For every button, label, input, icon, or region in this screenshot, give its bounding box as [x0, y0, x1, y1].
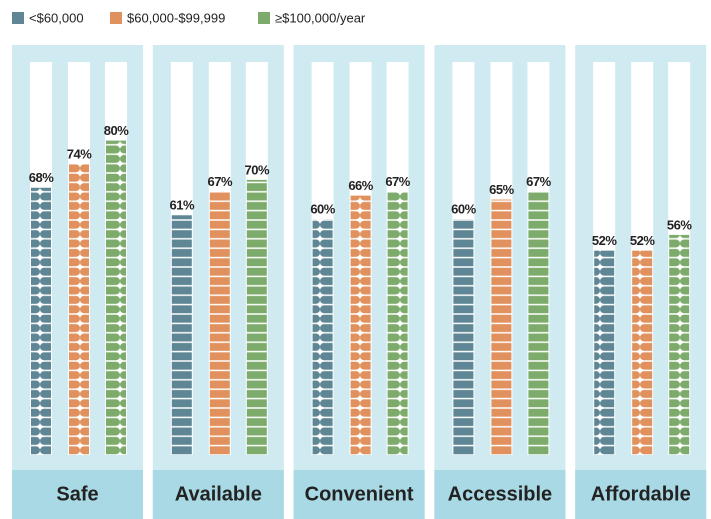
- bar: [594, 250, 615, 455]
- value-label: 74%: [67, 147, 92, 162]
- value-label: 66%: [348, 178, 373, 193]
- bar: [246, 179, 267, 455]
- bar: [209, 191, 230, 455]
- value-label: 67%: [208, 174, 233, 189]
- label-band: [434, 470, 566, 519]
- label-band: [293, 470, 425, 519]
- bar: [312, 219, 333, 455]
- value-label: 67%: [526, 174, 551, 189]
- value-label: 61%: [170, 198, 195, 213]
- value-label: 80%: [104, 123, 129, 138]
- bar: [350, 195, 371, 455]
- bar: [528, 191, 549, 455]
- value-label: 52%: [630, 233, 655, 248]
- value-label: 68%: [29, 170, 54, 185]
- bar: [453, 219, 474, 455]
- label-band: [575, 470, 707, 519]
- bar: [106, 140, 126, 455]
- legend-label: <$60,000: [29, 10, 84, 25]
- label-band: [152, 470, 284, 519]
- legend-label: ≥$100,000/year: [275, 10, 366, 25]
- value-label: 70%: [245, 162, 270, 177]
- bar: [171, 215, 192, 455]
- legend-swatch: [110, 12, 122, 24]
- legend-swatch: [12, 12, 24, 24]
- category-label: Safe: [56, 483, 98, 505]
- value-label: 52%: [592, 233, 617, 248]
- value-label: 60%: [310, 202, 335, 217]
- value-label: 60%: [451, 202, 476, 217]
- legend-label: $60,000-$99,999: [127, 10, 225, 25]
- category-label: Available: [175, 483, 262, 505]
- category-label: Convenient: [305, 483, 414, 505]
- value-label: 56%: [667, 217, 692, 232]
- bar: [669, 234, 690, 455]
- category-label: Affordable: [591, 483, 691, 505]
- bar: [387, 191, 408, 455]
- bar: [491, 199, 512, 455]
- bar: [632, 250, 653, 455]
- category-label: Accessible: [448, 483, 553, 505]
- legend-swatch: [258, 12, 270, 24]
- bar: [69, 164, 89, 455]
- value-label: 65%: [489, 182, 514, 197]
- value-label: 67%: [385, 174, 410, 189]
- label-band: [12, 470, 143, 519]
- bar: [31, 187, 51, 455]
